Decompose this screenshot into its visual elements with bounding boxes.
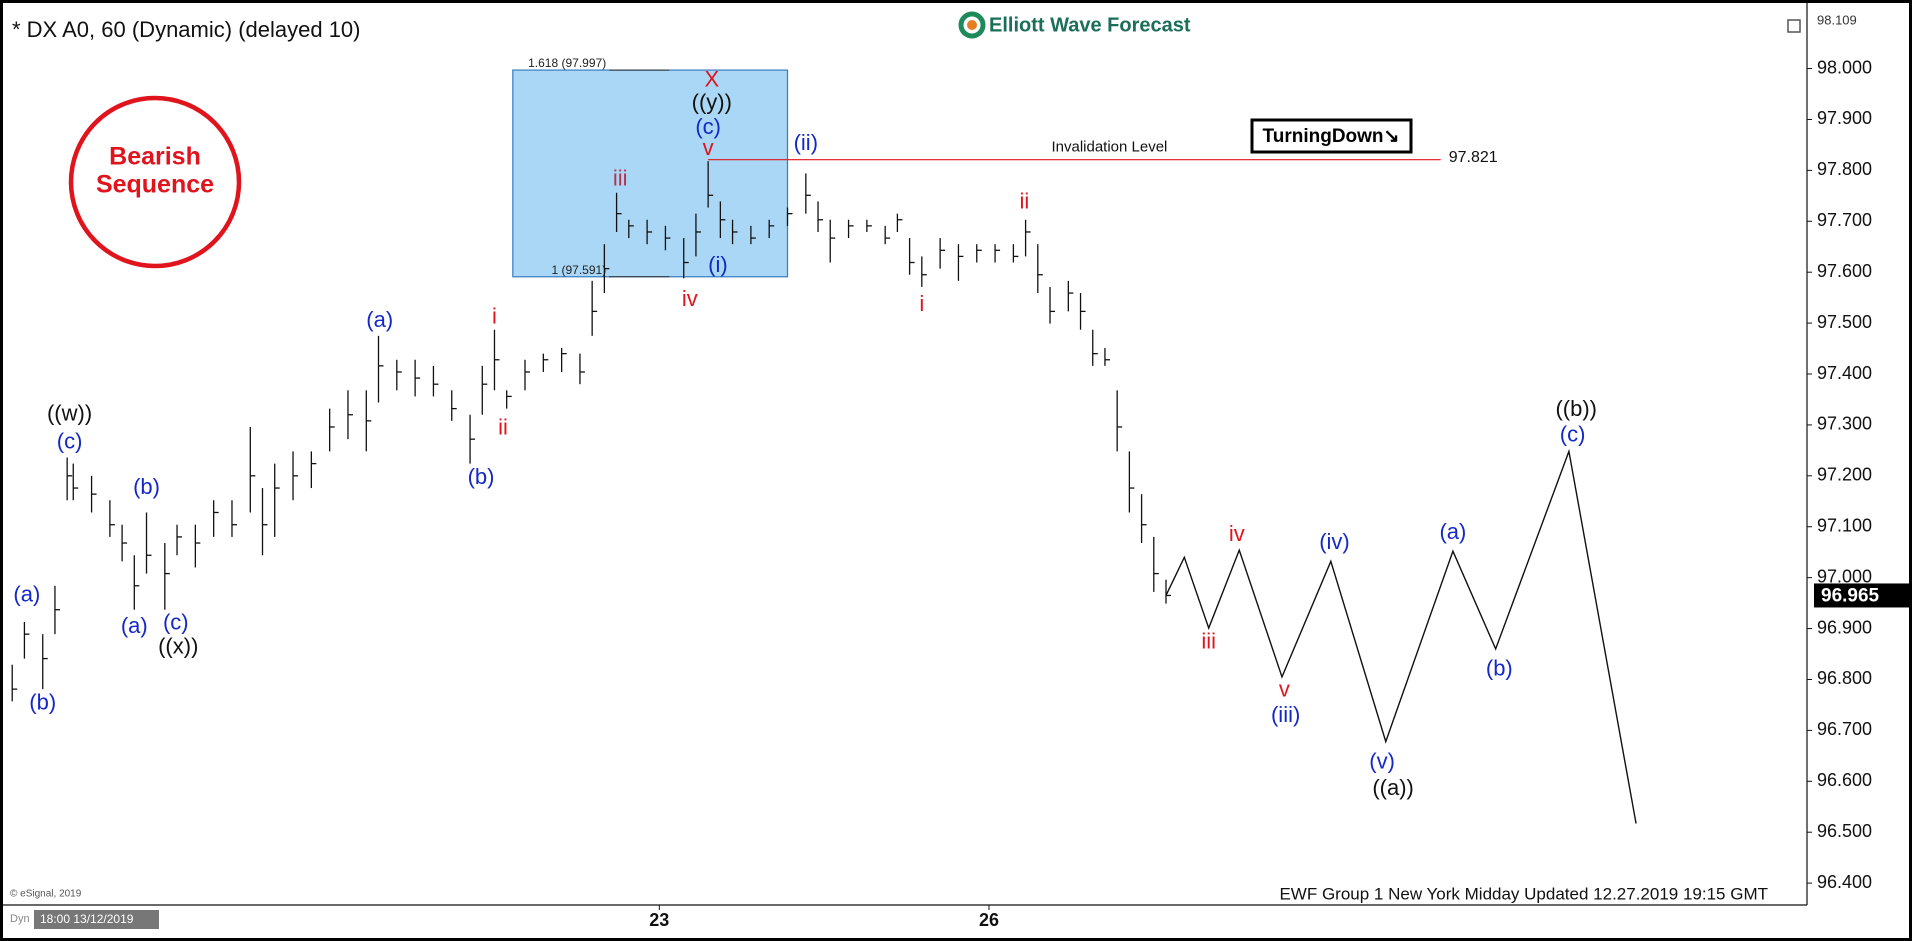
signal-text: TurningDown↘ <box>1263 126 1400 147</box>
wave-label: (c) <box>163 609 189 634</box>
wave-label: (b) <box>133 474 160 499</box>
wave-label: (c) <box>1560 421 1586 446</box>
badge-line: Sequence <box>96 171 214 199</box>
wave-label: iv <box>682 286 698 311</box>
wave-label: v <box>1279 676 1290 701</box>
wave-label: (iv) <box>1319 529 1350 554</box>
wave-label: ((b)) <box>1555 396 1597 421</box>
y-tick-label: 97.000 <box>1817 566 1872 586</box>
chart-title: * DX A0, 60 (Dynamic) (delayed 10) <box>12 17 361 42</box>
x-start-label: 18:00 13/12/2019 <box>40 912 134 926</box>
fib-label: 1.618 (97.997) <box>528 56 606 70</box>
wave-label: (a) <box>1439 519 1466 544</box>
wave-label: (a) <box>13 581 40 606</box>
y-tick-label: 97.400 <box>1817 363 1872 383</box>
y-tick-label: 96.700 <box>1817 719 1872 739</box>
x-tick-label: 23 <box>649 910 669 930</box>
wave-label: (b) <box>1486 656 1513 681</box>
wave-label: i <box>919 291 924 316</box>
wave-label: (v) <box>1369 748 1395 773</box>
y-tick-label: 97.600 <box>1817 261 1872 281</box>
y-tick-label: 97.300 <box>1817 414 1872 434</box>
wave-label: (b) <box>468 464 495 489</box>
y-tick-label: 96.500 <box>1817 821 1872 841</box>
y-tick-label: 96.900 <box>1817 617 1872 637</box>
fib-label: 1 (97.591) <box>551 263 606 277</box>
wave-label: X <box>704 67 719 92</box>
panel-icon[interactable] <box>1787 19 1801 33</box>
wave-label: (a) <box>121 613 148 638</box>
x-tick-label: 26 <box>979 910 999 930</box>
footer: EWF Group 1 New York Midday Updated 12.2… <box>1279 884 1768 903</box>
y-tick-label: 96.800 <box>1817 668 1872 688</box>
axis-top-label: 98.109 <box>1817 12 1857 27</box>
y-tick-label: 97.800 <box>1817 159 1872 179</box>
wave-label: (c) <box>57 429 83 454</box>
wave-label: (i) <box>708 252 728 277</box>
badge-circle <box>68 95 242 269</box>
wave-label: ((x)) <box>158 634 198 659</box>
mode-label: Dyn <box>10 913 30 925</box>
wave-label: i <box>492 303 497 328</box>
wave-label: ((a)) <box>1372 775 1414 800</box>
y-tick-label: 97.900 <box>1817 108 1872 128</box>
wave-label: v <box>703 135 714 160</box>
y-tick-label: 97.100 <box>1817 515 1872 535</box>
invalidation-label: Invalidation Level <box>1051 139 1167 156</box>
last-price-tag <box>1814 583 1910 608</box>
wave-label: (c) <box>695 114 721 139</box>
x-start-box <box>34 910 159 929</box>
y-tick-label: 96.400 <box>1817 872 1872 892</box>
y-tick-label: 97.500 <box>1817 312 1872 332</box>
wave-label: (b) <box>29 690 56 715</box>
logo-icon <box>958 11 986 39</box>
copyright: © eSignal, 2019 <box>10 889 82 900</box>
wave-label: (a) <box>366 307 393 332</box>
wave-label: ((w)) <box>47 401 92 426</box>
wave-label: ii <box>1019 188 1029 213</box>
badge-line: Bearish <box>109 143 201 171</box>
wave-label: iv <box>1229 521 1245 546</box>
wave-label: iii <box>613 165 628 190</box>
logo-text: Elliott Wave Forecast <box>989 14 1191 36</box>
y-tick-label: 97.700 <box>1817 210 1872 230</box>
y-tick-label: 98.000 <box>1817 57 1872 77</box>
logo-icon-center <box>967 20 977 30</box>
wave-label: (iii) <box>1271 702 1300 727</box>
wave-label: iii <box>1201 629 1216 654</box>
wave-label: (ii) <box>794 130 818 155</box>
y-tick-label: 96.600 <box>1817 770 1872 790</box>
y-tick-label: 97.200 <box>1817 465 1872 485</box>
last-price-label: 96.965 <box>1821 585 1880 606</box>
invalidation-value: 97.821 <box>1449 149 1498 166</box>
fib-box <box>512 69 789 278</box>
signal-box <box>1250 118 1413 154</box>
projection-path <box>1165 448 1637 824</box>
wave-label: ((y)) <box>692 89 732 114</box>
wave-label: ii <box>498 414 508 439</box>
